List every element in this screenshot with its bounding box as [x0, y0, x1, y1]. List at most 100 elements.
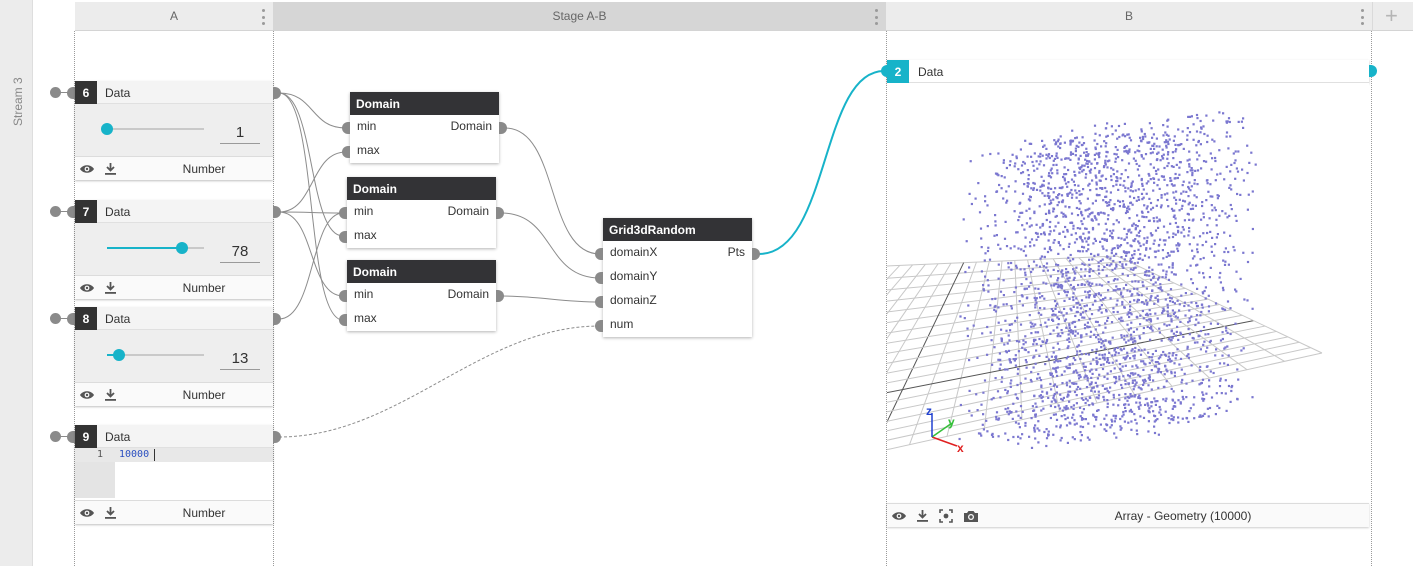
output-data-node[interactable]: 2 Data [881, 60, 1377, 83]
input-port[interactable] [342, 122, 350, 134]
number-value[interactable]: 1 [220, 124, 260, 144]
node-header[interactable]: Domain [347, 177, 496, 200]
point [1102, 363, 1105, 366]
input-port[interactable] [342, 146, 350, 158]
node-header[interactable]: 8 Data [75, 307, 273, 330]
column-header-stage[interactable]: Stage A-B [273, 2, 886, 31]
input-port[interactable] [881, 65, 888, 77]
slider-track[interactable] [107, 128, 204, 130]
input-stub[interactable] [50, 313, 61, 324]
node-header[interactable]: Grid3dRandom [603, 218, 752, 241]
point [1104, 177, 1108, 181]
output-port[interactable] [496, 207, 504, 219]
node-header[interactable]: Domain [347, 260, 496, 283]
axis-z-label: z [926, 404, 932, 418]
input-port[interactable] [67, 313, 75, 325]
eye-icon[interactable] [79, 163, 95, 175]
point [1223, 263, 1227, 266]
node-header[interactable]: 9 Data [75, 425, 273, 448]
column-menu-icon[interactable] [261, 9, 265, 25]
point [1053, 367, 1056, 370]
input-port[interactable] [67, 206, 75, 218]
output-port[interactable] [273, 431, 281, 443]
input-port[interactable] [339, 231, 347, 243]
zoom-extents-icon[interactable] [939, 509, 953, 523]
download-icon[interactable] [104, 162, 117, 176]
point [1167, 134, 1170, 137]
input-port[interactable] [67, 87, 75, 99]
input-port[interactable] [595, 272, 603, 284]
input-port[interactable] [67, 431, 75, 443]
input-port[interactable] [339, 290, 347, 302]
data-node-7[interactable]: 7 Data 78 Number [75, 200, 281, 299]
column-menu-icon[interactable] [1360, 9, 1364, 25]
eye-icon[interactable] [891, 510, 907, 522]
data-node-8[interactable]: 8 Data 13 Number [75, 307, 281, 406]
point [1196, 287, 1199, 290]
point [1133, 273, 1136, 277]
domain-node-3[interactable]: Domain min Domain max [339, 260, 504, 331]
point [1139, 314, 1142, 317]
output-port[interactable] [499, 122, 507, 134]
point [1040, 384, 1043, 387]
point [999, 290, 1003, 293]
node-header[interactable]: 2 Data [887, 60, 1369, 83]
viewer-canvas[interactable]: x y z [646, 83, 1369, 504]
output-port[interactable] [273, 313, 281, 325]
download-icon[interactable] [916, 509, 929, 523]
column-menu-icon[interactable] [874, 9, 878, 25]
point [1148, 327, 1152, 330]
number-value[interactable]: 78 [220, 243, 260, 263]
point [1065, 326, 1068, 329]
eye-icon[interactable] [79, 507, 95, 519]
input-port[interactable] [595, 296, 603, 308]
eye-icon[interactable] [79, 282, 95, 294]
output-port[interactable] [1369, 65, 1377, 77]
input-port[interactable] [595, 248, 603, 260]
code-text[interactable]: 10000 [119, 449, 150, 460]
add-column-button[interactable]: + [1372, 2, 1413, 31]
slider-track[interactable] [107, 354, 204, 356]
slider-thumb[interactable] [175, 242, 188, 254]
point [1055, 154, 1058, 157]
point [1216, 404, 1219, 407]
slider-thumb[interactable] [112, 349, 125, 361]
3d-viewer[interactable]: x y z [646, 83, 1369, 504]
number-value[interactable]: 13 [220, 350, 260, 370]
point [1056, 172, 1059, 175]
node-header[interactable]: Domain [350, 92, 499, 115]
grid3drandom-node[interactable]: Grid3dRandom domainX Pts domainY domainZ… [595, 218, 760, 337]
point [1141, 309, 1144, 313]
point [1155, 137, 1158, 140]
input-port[interactable] [339, 207, 347, 219]
output-port[interactable] [752, 248, 760, 260]
output-port[interactable] [273, 87, 281, 99]
point [1190, 364, 1193, 367]
domain-node-1[interactable]: Domain min Domain max [342, 92, 507, 163]
data-node-9[interactable]: 9 Data 1 10000 Number [75, 425, 281, 524]
column-header-b[interactable]: B [886, 2, 1372, 31]
slider-thumb[interactable] [101, 123, 113, 135]
column-header-a[interactable]: A [75, 2, 273, 31]
point [1137, 293, 1140, 297]
download-icon[interactable] [104, 388, 117, 402]
point [1094, 216, 1097, 219]
input-stub[interactable] [50, 431, 61, 442]
camera-icon[interactable] [963, 509, 979, 523]
eye-icon[interactable] [79, 389, 95, 401]
download-icon[interactable] [104, 281, 117, 295]
input-port[interactable] [339, 314, 347, 326]
input-port[interactable] [595, 320, 603, 332]
download-icon[interactable] [104, 506, 117, 520]
output-port[interactable] [496, 290, 504, 302]
input-stub[interactable] [50, 206, 61, 217]
node-header[interactable]: 6 Data [75, 81, 273, 104]
point [1129, 139, 1133, 142]
data-node-6[interactable]: 6 Data 1 Number [75, 81, 281, 180]
node-header[interactable]: 7 Data [75, 200, 273, 223]
output-port[interactable] [273, 206, 281, 218]
domain-node-2[interactable]: Domain min Domain max [339, 177, 504, 248]
code-editor[interactable]: 1 10000 [75, 448, 273, 500]
input-stub[interactable] [50, 87, 61, 98]
